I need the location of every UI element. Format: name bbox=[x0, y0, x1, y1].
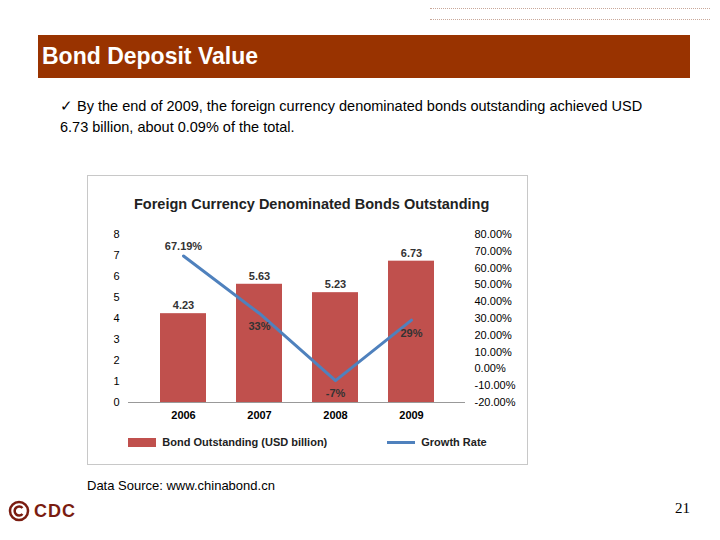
html-text:CDC: CDC bbox=[34, 500, 76, 521]
svg-text:6.73: 6.73 bbox=[401, 247, 422, 259]
svg-text:0.00%: 0.00% bbox=[475, 362, 506, 374]
svg-text:10.00%: 10.00% bbox=[475, 346, 513, 358]
svg-text:33%: 33% bbox=[248, 320, 270, 332]
svg-text:3: 3 bbox=[113, 333, 119, 345]
html-text:Bond Outstanding (USD billion): Bond Outstanding (USD billion) bbox=[162, 436, 328, 448]
svg-text:-7%: -7% bbox=[326, 387, 346, 399]
svg-text:0: 0 bbox=[113, 396, 119, 408]
svg-text:5.23: 5.23 bbox=[325, 278, 346, 290]
svg-text:5.63: 5.63 bbox=[249, 270, 270, 282]
svg-text:8: 8 bbox=[113, 228, 119, 240]
svg-text:80.00%: 80.00% bbox=[475, 228, 513, 240]
html-text:21: 21 bbox=[675, 500, 690, 516]
svg-text:2006: 2006 bbox=[171, 409, 195, 421]
html-text:Bond Deposit Value: Bond Deposit Value bbox=[42, 43, 258, 69]
svg-text:-10.00%: -10.00% bbox=[475, 379, 516, 391]
svg-text:70.00%: 70.00% bbox=[475, 245, 513, 257]
html-text:✓ By the end of 2009, the fore: ✓ By the end of 2009, the foreign curren… bbox=[60, 98, 643, 135]
svg-text:4.23: 4.23 bbox=[173, 299, 194, 311]
svg-text:2007: 2007 bbox=[247, 409, 271, 421]
html-text:Growth Rate: Growth Rate bbox=[421, 436, 487, 448]
svg-text:50.00%: 50.00% bbox=[475, 278, 513, 290]
svg-text:5: 5 bbox=[113, 291, 119, 303]
svg-text:2: 2 bbox=[113, 354, 119, 366]
svg-text:-20.00%: -20.00% bbox=[475, 396, 516, 408]
html-text:Data Source: www.chinabond.cn: Data Source: www.chinabond.cn bbox=[87, 478, 275, 493]
svg-text:4: 4 bbox=[113, 312, 119, 324]
svg-text:2009: 2009 bbox=[399, 409, 423, 421]
svg-text:29%: 29% bbox=[400, 327, 422, 339]
html-text:Foreign Currency Denominated B: Foreign Currency Denominated Bonds Outst… bbox=[134, 196, 490, 212]
svg-text:20.00%: 20.00% bbox=[475, 329, 513, 341]
svg-text:6: 6 bbox=[113, 270, 119, 282]
svg-text:67.19%: 67.19% bbox=[165, 240, 203, 252]
svg-text:2008: 2008 bbox=[323, 409, 347, 421]
svg-text:40.00%: 40.00% bbox=[475, 295, 513, 307]
svg-text:1: 1 bbox=[113, 375, 119, 387]
svg-text:60.00%: 60.00% bbox=[475, 262, 513, 274]
svg-text:7: 7 bbox=[113, 249, 119, 261]
svg-text:30.00%: 30.00% bbox=[475, 312, 513, 324]
